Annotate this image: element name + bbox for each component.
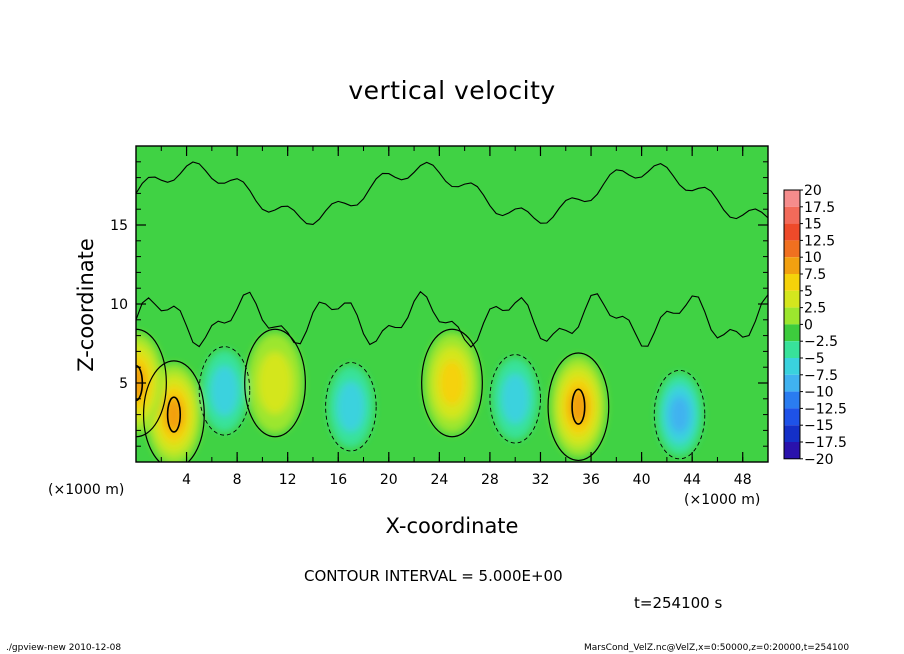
contour-line [325,362,377,452]
colorbar-label: 17.5 [804,200,835,216]
colorbar-swatch [784,190,800,207]
y-tick-label: 10 [110,297,128,313]
colorbar-swatch [784,257,800,274]
colorbar-label: 15 [804,217,822,233]
contour-line [136,290,768,348]
colorbar-swatch [784,374,800,392]
colorbar-swatch [784,223,800,241]
contour-line [653,369,706,460]
chart-title: vertical velocity [348,76,556,105]
x-tick-label: 16 [329,472,347,488]
y-tick-label: 5 [119,376,128,392]
field-level [669,396,690,433]
x-tick-label: 4 [182,472,191,488]
footer-left: ./gpview-new 2010-12-08 [6,643,122,653]
colorbar-swatch [784,442,800,459]
x-tick-label: 20 [380,472,398,488]
downdraft-feature [492,357,538,440]
colorbar-label: 10 [804,250,822,266]
footer-right: MarsCond_VelZ.nc@VelZ,x=0:50000,z=0:2000… [584,643,850,653]
colorbar-swatch [784,290,800,308]
x-multiplier-label-right: (×1000 m) [684,492,761,508]
colorbar-label: 0 [804,317,813,333]
x-tick-label: 40 [633,472,651,488]
x-tick-label: 28 [481,472,499,488]
colorbar-swatch [784,240,800,258]
colorbar: 2017.51512.5107.552.50−2.5−5−7.5−10−12.5… [783,183,847,468]
contour-line [547,352,610,462]
downdraft-feature [328,365,374,448]
colorbar-label: 12.5 [804,233,835,249]
contour-line [198,346,251,436]
colorbar-label: 20 [804,183,822,199]
colorbar-label: −17.5 [804,435,847,451]
x-tick-label: 12 [279,472,297,488]
downdraft-feature [656,373,703,456]
contour-line [142,360,205,462]
colorbar-label: 7.5 [804,267,826,283]
field-level [210,365,239,417]
field-level [501,373,530,425]
colorbar-label: −20 [804,452,834,468]
colorbar-label: 2.5 [804,301,826,317]
colorbar-swatch [784,358,800,375]
x-tick-label: 48 [734,472,752,488]
colorbar-swatch [784,408,800,426]
time-label: t=254100 s [634,594,723,612]
colorbar-swatch [784,341,800,358]
x-tick-label: 24 [430,472,448,488]
updraft-feature [424,332,480,434]
y-tick-label: 15 [110,218,128,234]
colorbar-swatch [784,324,800,342]
colorbar-swatch [784,206,800,224]
field-level [336,381,365,432]
colorbar-swatch [784,274,800,291]
colorbar-label: 5 [804,284,813,300]
plot-area [136,146,768,462]
contour-line [489,354,541,444]
contour-line [136,161,768,225]
contour-interval-label: CONTOUR INTERVAL = 5.000E+00 [304,567,563,585]
colorbar-label: −15 [804,418,834,434]
contour-line [166,396,182,433]
colorbar-label: −7.5 [804,368,838,384]
colorbar-label: −12.5 [804,401,847,417]
x-tick-label: 32 [532,472,550,488]
colorbar-label: −5 [804,351,825,367]
x-axis-label: X-coordinate [385,514,519,538]
contour-line [421,328,483,438]
contour-line [244,328,306,438]
colorbar-swatch [784,307,800,325]
x-multiplier-label-left: (×1000 m) [48,482,125,498]
field-level [257,351,293,415]
y-axis-label: Z-coordinate [74,238,98,372]
colorbar-label: −10 [804,385,834,401]
x-tick-label: 8 [233,472,242,488]
downdraft-feature [201,349,248,432]
x-tick-label: 36 [582,472,600,488]
colorbar-swatch [784,391,800,409]
colorbar-swatch [784,425,800,442]
contour-line [571,388,586,425]
updraft-feature [550,356,607,458]
updraft-feature [247,332,303,434]
field-level [439,360,465,406]
x-tick-label: 44 [683,472,701,488]
colorbar-label: −2.5 [804,334,838,350]
